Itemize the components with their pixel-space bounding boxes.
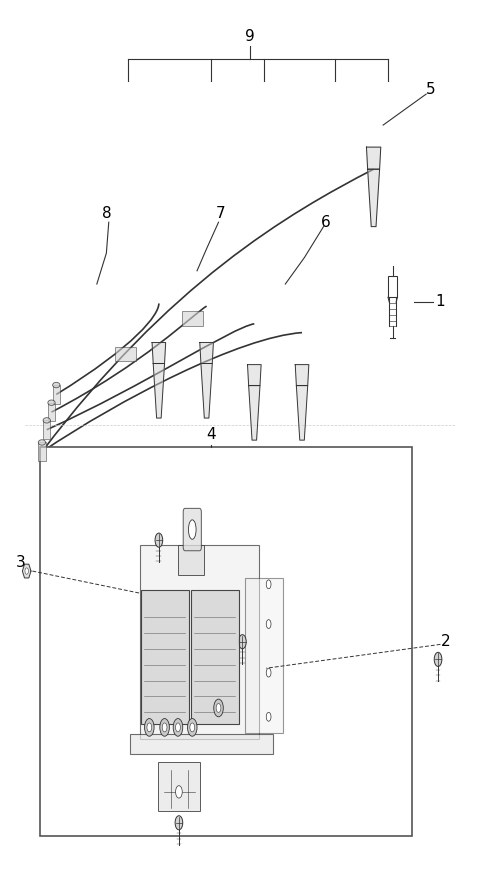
- Ellipse shape: [53, 383, 60, 388]
- Circle shape: [175, 816, 183, 830]
- Circle shape: [176, 723, 180, 732]
- Bar: [38, 442, 46, 462]
- Text: 1: 1: [436, 294, 445, 309]
- FancyBboxPatch shape: [182, 311, 203, 325]
- Circle shape: [266, 580, 271, 588]
- Circle shape: [266, 712, 271, 721]
- Polygon shape: [366, 147, 381, 169]
- Polygon shape: [368, 169, 380, 227]
- FancyBboxPatch shape: [115, 346, 136, 361]
- Circle shape: [239, 634, 246, 649]
- Circle shape: [214, 699, 223, 717]
- Ellipse shape: [189, 520, 196, 540]
- Circle shape: [144, 719, 154, 736]
- Bar: [53, 385, 60, 404]
- Text: 4: 4: [206, 427, 216, 441]
- Ellipse shape: [43, 417, 50, 424]
- FancyBboxPatch shape: [183, 509, 201, 551]
- Polygon shape: [295, 365, 309, 385]
- Circle shape: [147, 723, 152, 732]
- Ellipse shape: [48, 400, 55, 406]
- Polygon shape: [153, 363, 165, 418]
- Polygon shape: [249, 385, 260, 440]
- Polygon shape: [248, 365, 261, 385]
- Circle shape: [176, 786, 182, 798]
- Polygon shape: [200, 343, 214, 363]
- Circle shape: [266, 619, 271, 628]
- Circle shape: [155, 533, 163, 548]
- Text: 5: 5: [426, 82, 436, 97]
- FancyBboxPatch shape: [178, 545, 204, 576]
- FancyBboxPatch shape: [191, 590, 239, 724]
- Circle shape: [266, 668, 271, 677]
- Text: 6: 6: [321, 214, 331, 229]
- FancyBboxPatch shape: [141, 590, 189, 724]
- Text: 9: 9: [245, 29, 254, 44]
- Bar: [39, 447, 412, 836]
- Text: 3: 3: [16, 555, 25, 570]
- FancyBboxPatch shape: [140, 545, 259, 739]
- FancyBboxPatch shape: [245, 579, 283, 733]
- Circle shape: [25, 568, 28, 574]
- Bar: [43, 420, 50, 439]
- Circle shape: [188, 719, 197, 736]
- Circle shape: [216, 703, 221, 712]
- Text: 7: 7: [216, 206, 226, 221]
- Ellipse shape: [38, 439, 46, 445]
- FancyBboxPatch shape: [158, 762, 200, 812]
- Bar: [48, 403, 55, 422]
- Text: 2: 2: [440, 634, 450, 649]
- Polygon shape: [201, 363, 212, 418]
- Text: 8: 8: [102, 206, 111, 221]
- Circle shape: [162, 723, 167, 732]
- Circle shape: [173, 719, 183, 736]
- Polygon shape: [23, 564, 31, 578]
- FancyBboxPatch shape: [388, 276, 397, 298]
- Circle shape: [160, 719, 169, 736]
- Circle shape: [434, 652, 442, 666]
- FancyBboxPatch shape: [130, 734, 274, 754]
- Polygon shape: [296, 385, 308, 440]
- Polygon shape: [152, 343, 166, 363]
- Circle shape: [190, 723, 195, 732]
